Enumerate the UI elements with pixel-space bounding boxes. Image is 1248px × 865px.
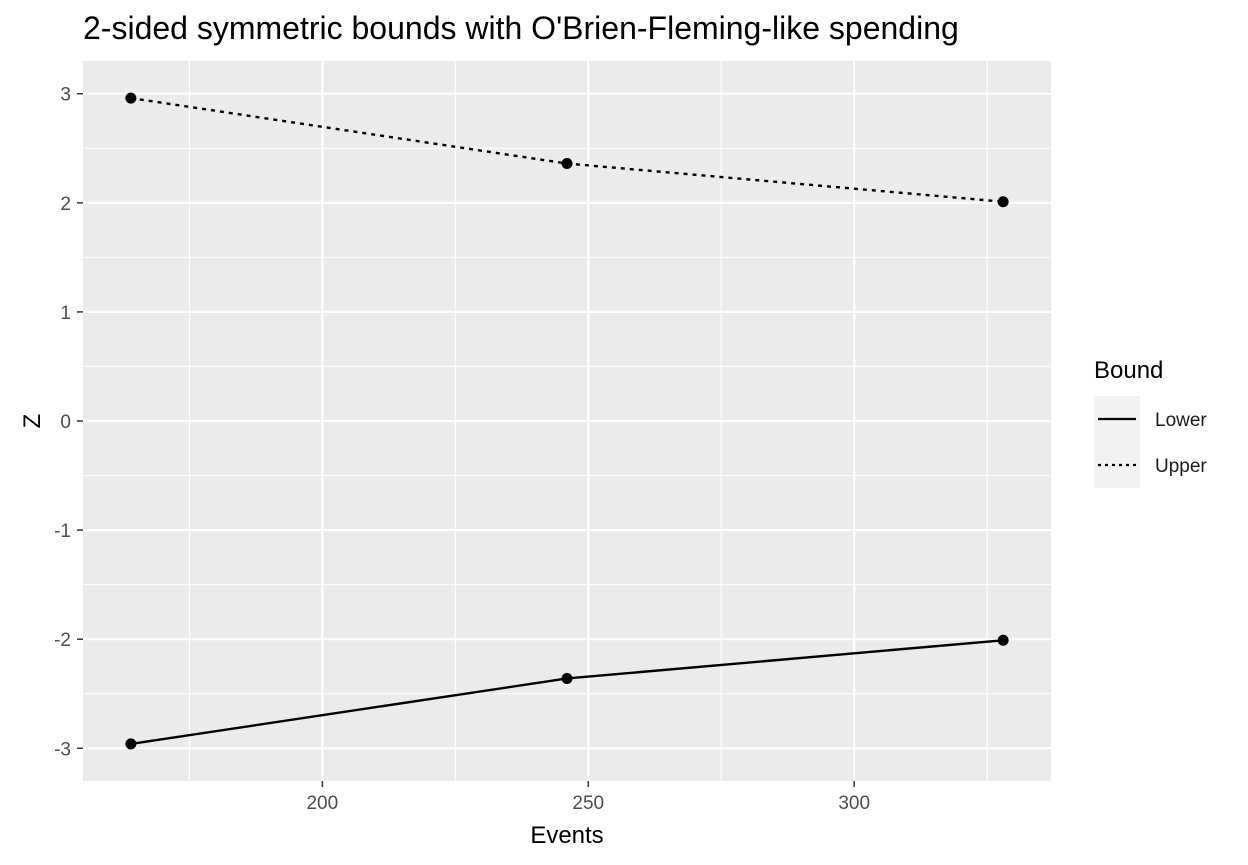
y-tick-label: 3 [60,85,71,106]
data-point-lower [561,672,573,684]
y-tick-label: 0 [60,412,71,433]
data-point-lower [997,634,1009,646]
y-tick-label: -3 [54,739,71,760]
y-axis-title: Z [19,414,46,429]
y-tick-label: -1 [54,521,71,542]
data-point-lower [125,738,137,750]
legend-key-upper [1094,442,1140,488]
y-tick-label: 1 [60,303,71,324]
legend-label-lower: Lower [1155,410,1207,431]
legend: Bound Lower Upper [1094,357,1207,488]
x-tick-label: 200 [306,793,338,814]
data-point-upper [125,92,137,104]
chart-title: 2-sided symmetric bounds with O'Brien-Fl… [83,10,959,46]
grid-layer [83,61,1051,781]
data-point-upper [561,158,573,170]
y-tick-label: -2 [54,630,71,651]
x-tick-label: 250 [572,793,604,814]
y-tick-label: 2 [60,194,71,215]
x-axis-title: Events [530,822,603,849]
series-layer [125,92,1009,750]
axis-ticks: 200 250 300 3 2 1 0 -1 -2 -3 [54,85,870,814]
x-tick-label: 300 [838,793,870,814]
data-point-upper [997,196,1009,208]
legend-title: Bound [1094,357,1163,384]
legend-label-upper: Upper [1155,456,1207,477]
